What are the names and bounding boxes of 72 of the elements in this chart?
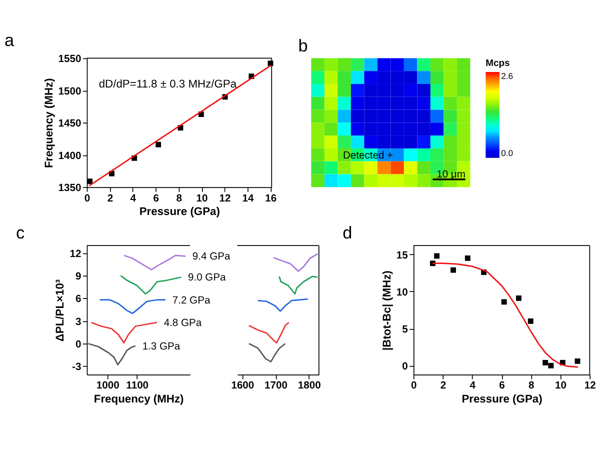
x-tick-label: 6 [499, 380, 506, 392]
y-axis-title: ΔPL/PL×10³ [54, 279, 67, 342]
point [156, 142, 162, 148]
y-tick-label: 1350 [58, 182, 82, 194]
y-tick-label: 1550 [58, 54, 82, 66]
color-bar-title: Mcps [486, 58, 510, 69]
x-tick-label: 0 [84, 193, 90, 204]
point [528, 318, 534, 324]
x-tick-label: 1800 [298, 380, 322, 392]
y-tick-label: 0 [402, 361, 408, 372]
color-bar-label: 2.6 [501, 70, 514, 81]
y-axis-title: Frequency (MHz) [43, 78, 56, 168]
x-tick-label: 14 [242, 193, 254, 204]
x-tick-label: 16 [265, 193, 277, 204]
series-label: 1.3 GPa [142, 341, 180, 352]
series-label: 4.8 GPa [164, 318, 202, 329]
x-tick-label: 0 [411, 380, 418, 392]
y-tick-label: 6 [76, 294, 82, 306]
line-series [123, 254, 186, 270]
series-label: 9.0 GPa [188, 272, 226, 284]
line-series [90, 322, 158, 344]
y-axis-title: |Btot-Bc| (MHz) [381, 270, 394, 350]
chart-title: b [298, 35, 308, 56]
x-tick-label: 8 [176, 193, 182, 204]
x-tick-label: 10 [555, 380, 567, 392]
y-tick-label: 10 [396, 287, 408, 298]
annotation: dD/dP=11.8 ± 0.3 MHz/GPa [98, 78, 238, 90]
x-tick-label: 1100 [126, 380, 149, 392]
y-tick-label: 9 [76, 272, 82, 283]
y-tick-label: 1500 [58, 86, 82, 98]
annotation: 10 μm [436, 170, 466, 181]
point [434, 253, 440, 259]
series-label: 9.4 GPa [192, 252, 230, 263]
x-tick-label: 2 [440, 380, 446, 392]
point [516, 295, 522, 301]
y-tick-label: 12 [70, 248, 82, 260]
x-tick-label: 12 [219, 193, 231, 204]
x-tick-label: 6 [153, 193, 160, 204]
x-tick-label: 1000 [96, 380, 120, 392]
x-tick-label: 1600 [231, 380, 254, 392]
x-tick-label: 8 [528, 380, 535, 392]
x-tick-label: 10 [196, 193, 208, 204]
x-tick-label: 1700 [264, 380, 288, 392]
point [464, 255, 470, 261]
x-axis-title: Pressure (GPa) [139, 206, 220, 218]
point [450, 267, 456, 273]
point [542, 360, 548, 366]
y-tick-label: -3 [72, 362, 82, 374]
line-series [88, 342, 136, 366]
line-series [99, 299, 166, 314]
point [548, 362, 554, 368]
x-axis-title: Frequency (MHz) [94, 393, 184, 406]
point [574, 358, 580, 364]
y-tick-label: 1400 [58, 150, 82, 162]
chart-title: a [4, 30, 15, 50]
x-tick-label: 4 [130, 193, 136, 204]
chart-title: c [16, 222, 26, 242]
y-tick-label: 5 [402, 324, 408, 336]
y-tick-label: 0 [76, 339, 82, 350]
series-label: 7.2 GPa [172, 295, 210, 306]
y-tick-label: 3 [76, 316, 82, 328]
color-bar-label: 0.0 [501, 148, 514, 158]
x-axis-title: Pressure (GPa) [462, 393, 543, 406]
point [501, 299, 507, 305]
y-tick-label: 15 [396, 250, 408, 262]
x-tick-label: 2 [107, 193, 114, 204]
line-series [120, 275, 182, 295]
y-tick-label: 1450 [58, 118, 82, 130]
chart-title: d [342, 222, 352, 242]
point [87, 178, 93, 184]
x-tick-label: 12 [584, 380, 596, 392]
x-tick-label: 4 [470, 380, 476, 392]
